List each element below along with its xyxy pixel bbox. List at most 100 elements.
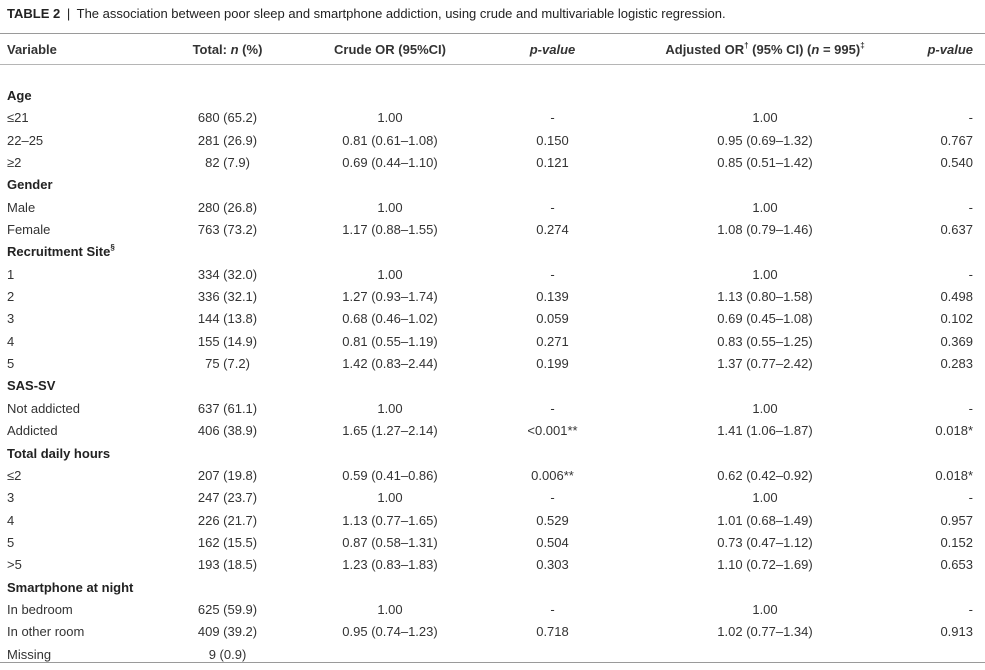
header-total: Total: n (%) [140, 37, 315, 62]
crude-or-cell [315, 643, 465, 665]
header-total-prefix: Total: [192, 42, 231, 57]
adjusted-or-cell: 1.00 [752, 601, 778, 617]
section-title-text: SAS-SV [7, 378, 56, 394]
p-value-crude-cell: - [550, 490, 555, 506]
row-label: ≥2 [7, 155, 22, 171]
row-label: 5 [7, 356, 15, 372]
adjusted-or-cell: 1.13 (0.80–1.58) [717, 289, 813, 305]
total-cell: 226 (21.7) [197, 512, 258, 528]
total-cell: 82 (7.9) [205, 155, 250, 171]
p-value-crude-cell: 0.150 [536, 132, 569, 148]
row-label: In bedroom [7, 601, 73, 617]
adjusted-or-cell: 1.00 [752, 400, 778, 416]
p-value-crude-cell [465, 643, 640, 665]
p-value-crude-cell: 0.274 [536, 222, 569, 238]
header-adjusted-or: Adjusted OR† (95% CI) (n = 995)‡ [640, 37, 890, 62]
p-value-adjusted-cell: 0.018* [935, 423, 973, 439]
total-cell: 637 (61.1) [197, 400, 258, 416]
header-adj-eq: = 995) [819, 42, 861, 57]
crude-or-cell: 0.59 (0.41–0.86) [342, 467, 438, 483]
crude-or-cell: 0.81 (0.61–1.08) [342, 132, 438, 148]
header-adj-prefix: Adjusted OR [665, 42, 745, 57]
total-cell: 336 (32.1) [197, 289, 258, 305]
adjusted-or-cell: 1.41 (1.06–1.87) [717, 423, 813, 439]
p-value-adjusted-cell: 0.018* [935, 467, 973, 483]
header-row: Variable Total: n (%) Crude OR (95%CI) p… [0, 37, 985, 62]
p-value-crude-cell: 0.059 [536, 311, 569, 327]
p-value-adjusted-cell: 0.653 [940, 557, 973, 573]
section-row: Gender [0, 174, 985, 196]
table-row: 2 336 (32.1) 1.27 (0.93–1.74) 0.139 1.13 (0.… [0, 285, 985, 307]
table-row: Female 763 (73.2) 1.17 (0.88–1.55) 0.274 1.0… [0, 218, 985, 240]
section-title-text: Total daily hours [7, 445, 111, 461]
row-label: 3 [7, 311, 15, 327]
adjusted-or-cell: 1.10 (0.72–1.69) [717, 557, 813, 573]
adjusted-or-cell: 0.73 (0.47–1.12) [717, 534, 813, 550]
p-value-adjusted-cell: 0.767 [940, 132, 973, 148]
p-value-crude-cell: - [550, 400, 555, 416]
total-cell: 9 (0.9) [208, 646, 247, 662]
table-row: Addicted 406 (38.9) 1.65 (1.27–2.14) <0.001… [0, 420, 985, 442]
p-value-crude-cell: - [550, 601, 555, 617]
table-row: In bedroom 625 (59.9) 1.00 - 1.00 - [0, 598, 985, 620]
total-cell: 281 (26.9) [197, 132, 258, 148]
total-cell: 763 (73.2) [197, 222, 258, 238]
p-value-crude-cell: - [550, 199, 555, 215]
p-value-adjusted-cell: 0.637 [940, 222, 973, 238]
row-label: In other room [7, 624, 85, 640]
crude-or-cell: 1.65 (1.27–2.14) [342, 423, 438, 439]
adjusted-or-cell: 1.01 (0.68–1.49) [717, 512, 813, 528]
caption-text: The association between poor sleep and s… [76, 6, 726, 21]
section-row: SAS-SV [0, 375, 985, 397]
table-row: ≤2 207 (19.8) 0.59 (0.41–0.86) 0.006** 0.62 … [0, 464, 985, 486]
crude-or-cell: 1.17 (0.88–1.55) [342, 222, 438, 238]
section-title: Gender [0, 174, 985, 196]
crude-or-cell: 0.87 (0.58–1.31) [342, 534, 438, 550]
regression-table: Variable Total: n (%) Crude OR (95%CI) p… [0, 37, 985, 665]
p-value-crude-cell: 0.139 [536, 289, 569, 305]
table-top-rule [0, 33, 985, 34]
p-value-adjusted-cell: - [968, 266, 973, 282]
p-value-adjusted-cell: - [968, 199, 973, 215]
crude-or-cell: 1.00 [377, 490, 403, 506]
crude-or-cell: 0.95 (0.74–1.23) [342, 624, 438, 640]
header-total-n: n [230, 42, 239, 57]
p-value-crude-cell: - [550, 266, 555, 282]
crude-or-cell: 1.42 (0.83–2.44) [342, 356, 438, 372]
table-row: Male 280 (26.8) 1.00 - 1.00 - [0, 196, 985, 218]
header-adj-mid: (95% CI) ( [748, 42, 812, 57]
total-cell: 162 (15.5) [197, 534, 258, 550]
table-label: TABLE 2 [7, 6, 61, 21]
p-value-adjusted-cell: - [968, 110, 973, 126]
adjusted-or-cell: 1.37 (0.77–2.42) [717, 356, 813, 372]
total-cell: 280 (26.8) [197, 199, 258, 215]
crude-or-cell: 1.00 [377, 266, 403, 282]
section-row: Recruitment Site§ [0, 241, 985, 263]
row-label: 3 [7, 490, 15, 506]
p-value-adjusted-cell: 0.152 [940, 534, 973, 550]
total-cell: 334 (32.0) [197, 266, 258, 282]
table-row: 4 226 (21.7) 1.13 (0.77–1.65) 0.529 1.01 (0.… [0, 509, 985, 531]
p-value-adjusted-cell: 0.283 [940, 356, 973, 372]
header-variable: Variable [7, 42, 57, 57]
section-title-footnote: § [110, 243, 115, 253]
crude-or-cell: 1.23 (0.83–1.83) [342, 557, 438, 573]
p-value-adjusted-cell [890, 643, 985, 665]
p-value-adjusted-cell: 0.102 [940, 311, 973, 327]
header-total-suffix: (%) [238, 42, 263, 57]
adjusted-or-cell: 0.83 (0.55–1.25) [717, 333, 813, 349]
section-title: SAS-SV [0, 375, 985, 397]
adjusted-or-cell: 1.02 (0.77–1.34) [717, 624, 813, 640]
total-cell: 409 (39.2) [197, 624, 258, 640]
adjusted-or-cell: 1.00 [752, 490, 778, 506]
adjusted-or-cell [640, 643, 890, 665]
total-cell: 75 (7.2) [205, 356, 250, 372]
section-row: Age [0, 84, 985, 106]
header-adj-n: n [811, 42, 820, 57]
p-value-adjusted-cell: 0.369 [940, 333, 973, 349]
section-title-text: Smartphone at night [7, 579, 134, 595]
p-value-crude-cell: 0.529 [536, 512, 569, 528]
header-adj-sup2: ‡ [860, 40, 865, 50]
crude-or-cell: 1.27 (0.93–1.74) [342, 289, 438, 305]
header-crude-or: Crude OR (95%CI) [334, 42, 446, 57]
